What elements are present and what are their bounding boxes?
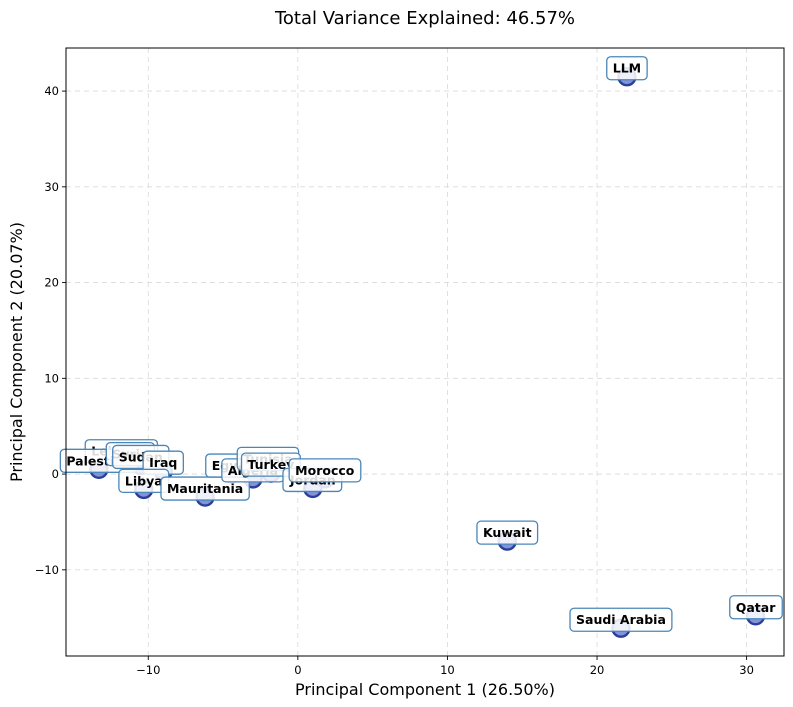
chart-title: Total Variance Explained: 46.57% — [274, 8, 575, 29]
x-tick-label: −10 — [136, 663, 160, 677]
x-tick-label: 30 — [739, 663, 754, 677]
x-tick-label: 10 — [440, 663, 455, 677]
point-label-box — [606, 56, 648, 81]
data-points — [89, 67, 766, 638]
x-tick-label: 0 — [294, 663, 301, 677]
grid — [66, 48, 784, 656]
point-label-box — [288, 458, 362, 483]
x-tick-label: 20 — [590, 663, 605, 677]
y-tick-label: −10 — [35, 563, 59, 577]
y-tick-label: 40 — [44, 84, 59, 98]
point-label-text: Iraq — [149, 455, 177, 470]
point-label-text: Saudi Arabia — [576, 612, 666, 627]
point-label-text: Libya — [125, 473, 163, 488]
point-label: Qatar — [729, 595, 783, 620]
point-label: Libya — [118, 468, 170, 494]
point-label-text: LLM — [613, 61, 641, 76]
point-label: LLM — [606, 56, 648, 81]
x-axis-ticks: −10 0 10 20 30 — [136, 656, 754, 677]
point-label-text: Qatar — [736, 600, 776, 615]
point-label-box — [569, 607, 673, 632]
y-tick-label: 20 — [44, 276, 59, 290]
point-label-box — [476, 520, 539, 545]
point-label: Mauritania — [160, 476, 250, 501]
point-label: Saudi Arabia — [569, 607, 673, 632]
point-label-text: Turkey — [248, 457, 295, 472]
y-tick-label: 0 — [52, 467, 59, 481]
y-tick-label: 30 — [44, 180, 59, 194]
point-label-text: Morocco — [295, 463, 355, 478]
y-tick-label: 10 — [44, 371, 59, 385]
y-axis-label: Principal Component 2 (20.07%) — [7, 222, 26, 482]
point-label-box — [160, 476, 250, 501]
point-label-box — [729, 595, 783, 620]
point-label-text: Mauritania — [167, 481, 243, 496]
point-label: Morocco — [288, 458, 362, 483]
point-label-text: Kuwait — [483, 525, 532, 540]
plot-frame — [65, 47, 785, 657]
y-axis-ticks: −10 0 10 20 30 40 — [35, 84, 66, 577]
x-axis-label: Principal Component 1 (26.50%) — [295, 680, 555, 699]
point-label: Kuwait — [476, 520, 539, 545]
